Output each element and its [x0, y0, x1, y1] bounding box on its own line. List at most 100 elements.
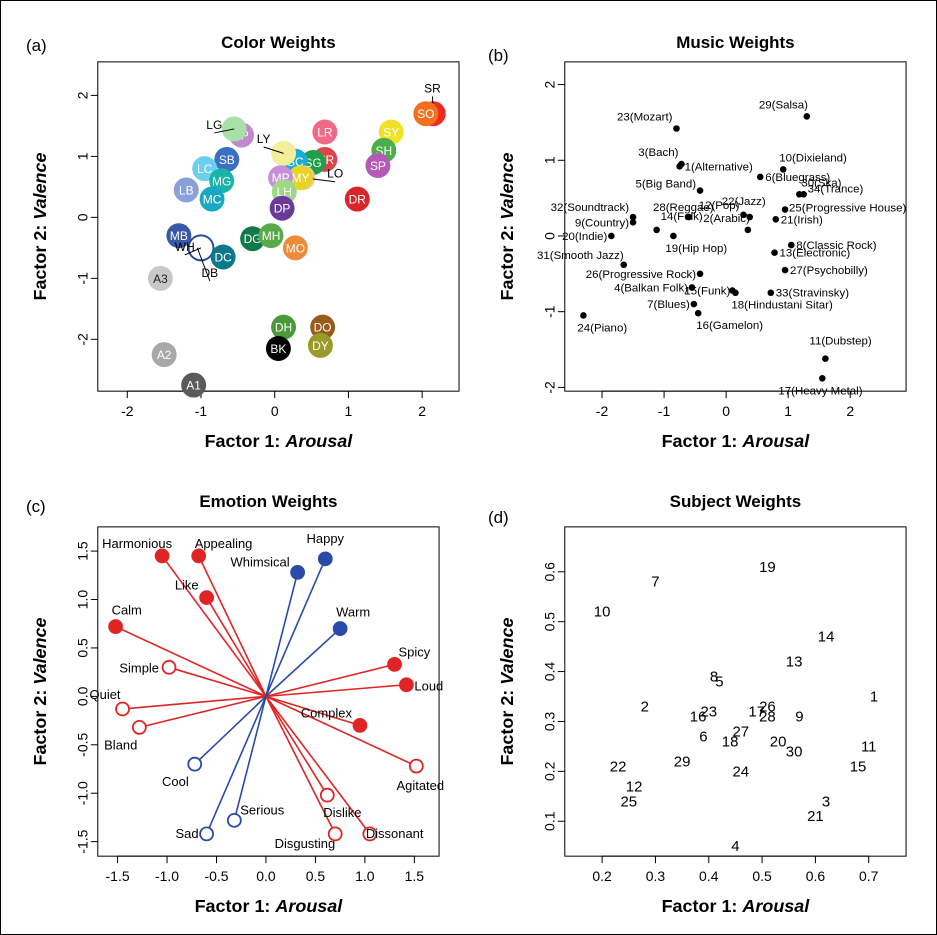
music-label: 20(Indie) — [562, 231, 607, 243]
music-label: 24(Piano) — [577, 322, 627, 334]
music-label: 5(Big Band) — [635, 179, 696, 191]
emotion-vector-bland — [139, 695, 267, 729]
music-marker — [653, 226, 660, 234]
music-label: 3(Bach) — [638, 147, 678, 159]
color-point-bk: BK — [265, 336, 291, 361]
music-point-16-gamelon: 16(Gamelon) — [694, 309, 763, 332]
color-point-mb: MB — [166, 223, 192, 249]
color-marker — [288, 165, 313, 191]
y-axis-label-prefix: Factor 2: — [497, 685, 517, 766]
x-axis-label-emphasis: Arousal — [284, 431, 353, 451]
y-tick-label: -0.5 — [75, 733, 91, 757]
subject-label-12: 12 — [626, 778, 643, 795]
x-axis-label-prefix: Factor 1: — [205, 431, 286, 451]
emotion-label: Appealing — [195, 536, 253, 551]
y-axis-label: Factor 2: Valence — [497, 152, 517, 300]
color-point-sp: SP — [365, 153, 391, 179]
x-axis-label: Factor 1: Arousal — [195, 896, 344, 916]
subject-label-23: 23 — [700, 703, 717, 720]
subject-label-22: 22 — [610, 758, 627, 775]
emotion-marker — [191, 548, 207, 564]
color-label: SG — [304, 156, 321, 170]
music-point-32-soundtrack: 32(Soundtrack) — [551, 202, 637, 221]
color-label: DH — [275, 321, 292, 335]
y-axis-label: Factor 2: Valence — [30, 617, 50, 765]
emotion-vector-calm — [115, 625, 267, 698]
color-marker — [199, 186, 225, 212]
y-tick-label: -2 — [542, 381, 558, 394]
y-axis-label: Factor 2: Valence — [497, 617, 517, 765]
x-tick-label: -2 — [121, 403, 134, 419]
panel-a-color-weights: (a) Color Weights -2 -1 0 1 2 -2 -1 0 1 2 Factor 1: … — [26, 33, 460, 451]
music-label: 22(Jazz) — [722, 196, 766, 208]
y-tick-label: -1 — [542, 305, 558, 318]
chart-title: Subject Weights — [670, 492, 802, 511]
color-point-dh: DH — [271, 314, 297, 340]
music-marker — [696, 270, 704, 278]
color-label: DY — [312, 339, 329, 353]
emotion-label: Whimsical — [231, 554, 290, 569]
chart-title: Music Weights — [676, 33, 794, 52]
color-point-lr: LR — [312, 119, 338, 145]
color-label: DO — [314, 321, 332, 335]
emotion-marker — [399, 677, 414, 693]
emotion-point-bland: Bland — [104, 719, 147, 752]
music-point-3-bach: 3(Bach) — [638, 147, 685, 168]
music-label: 4(Balkan Folk) — [614, 282, 688, 294]
music-marker — [822, 355, 829, 362]
music-point-33-stravinsky: 33(Stravinsky) — [767, 288, 849, 300]
music-marker — [732, 289, 739, 297]
music-point-14-folk: 14(Folk) — [653, 211, 703, 234]
y-tick-label: -1.5 — [75, 829, 91, 853]
x-tick-label: 0 — [722, 403, 730, 419]
emotion-vector-agitated — [265, 695, 417, 767]
x-tick-label: 0 — [271, 403, 279, 419]
music-label: 10(Dixieland) — [779, 152, 847, 164]
color-label: MY — [292, 171, 310, 185]
subject-label-21: 21 — [807, 808, 824, 825]
music-point-19-hip-hop: 19(Hip Hop) — [665, 232, 727, 255]
emotion-label: Spicy — [399, 644, 431, 659]
music-point-10-dixieland: 10(Dixieland) — [779, 152, 847, 173]
music-label: 28(Reggae) — [653, 202, 714, 214]
emotion-point-quiet: Quiet — [90, 687, 130, 717]
x-tick-label: -1.0 — [155, 868, 179, 884]
y-tick-label: 0.6 — [542, 562, 558, 582]
music-label: 16(Gamelon) — [696, 320, 763, 332]
music-label: 7(Blues) — [647, 299, 690, 311]
color-marker — [166, 223, 192, 249]
music-marker — [670, 232, 677, 240]
emotion-label: Complex — [301, 705, 353, 720]
color-marker — [151, 342, 177, 368]
emotion-marker — [199, 590, 214, 605]
subject-label-24: 24 — [732, 763, 749, 780]
music-point-11-dubstep: 11(Dubstep) — [809, 336, 872, 362]
emotion-marker — [226, 812, 242, 828]
emotion-marker — [352, 718, 368, 733]
color-label: MB — [170, 229, 188, 243]
music-point-15-funk: 15(Funk) — [684, 285, 736, 297]
subject-label-17: 17 — [748, 703, 765, 720]
emotion-point-disgusting: Disgusting — [275, 826, 343, 851]
music-point-5-big-band: 5(Big Band) — [635, 179, 704, 194]
x-tick-label: 0.3 — [646, 868, 666, 884]
x-axis-label-prefix: Factor 1: — [195, 896, 276, 916]
music-marker — [685, 213, 693, 221]
music-point-7-blues: 7(Blues) — [647, 299, 698, 311]
color-marker — [344, 186, 370, 212]
music-marker — [756, 173, 764, 181]
emotion-label: Loud — [414, 679, 443, 694]
emotion-point-dissonant: Dissonant — [362, 826, 424, 842]
music-point-31-smooth-jazz: 31(Smooth Jazz) — [537, 250, 628, 269]
emotion-marker — [108, 619, 123, 635]
subject-label-28: 28 — [759, 708, 776, 725]
emotion-marker — [362, 826, 378, 842]
color-point-lg: LG — [206, 116, 247, 142]
music-label: 27(Psychobilly) — [790, 265, 868, 277]
emotion-vector-dislike — [265, 695, 328, 796]
y-axis-label-prefix: Factor 2: — [30, 685, 50, 766]
music-marker — [803, 113, 811, 120]
emotion-vector-complex — [265, 695, 361, 727]
emotion-marker — [161, 659, 177, 675]
y-tick-label: -2 — [75, 333, 91, 346]
